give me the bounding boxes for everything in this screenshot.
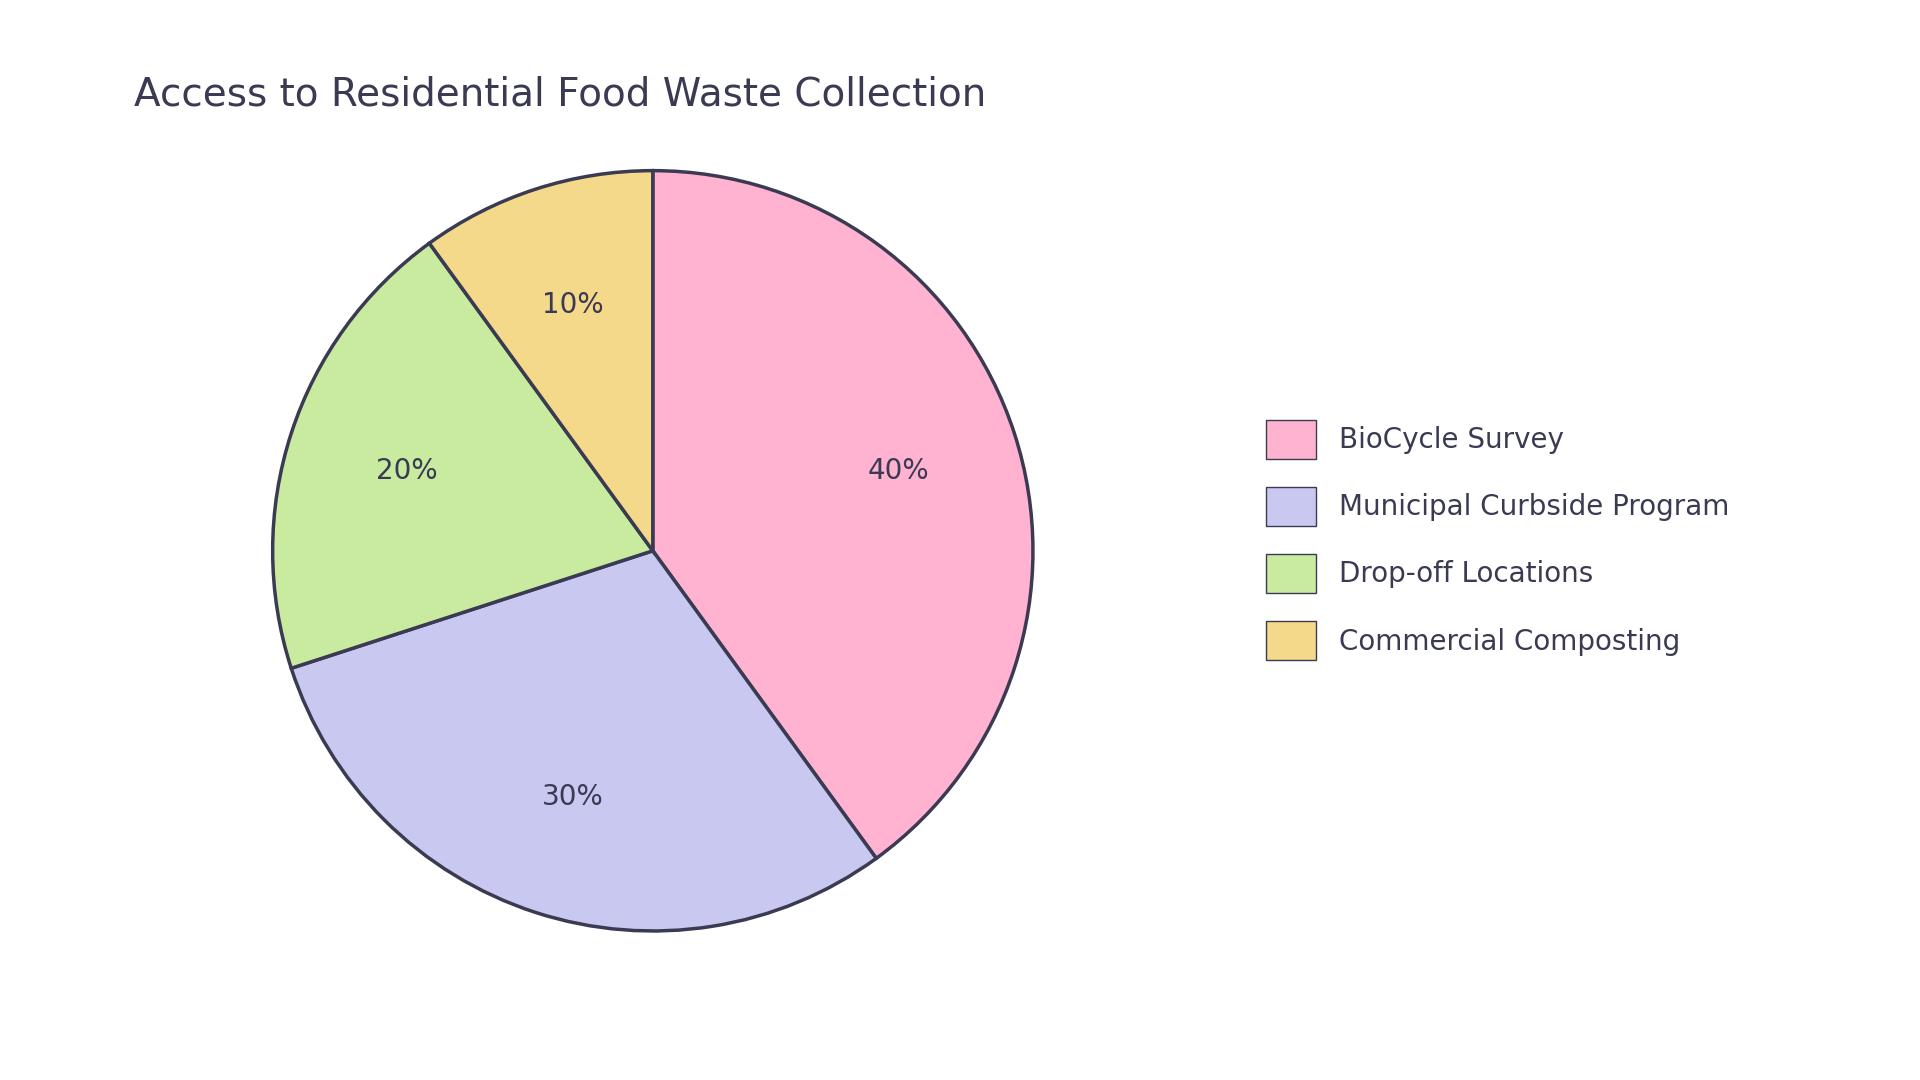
Text: Access to Residential Food Waste Collection: Access to Residential Food Waste Collect…	[134, 76, 987, 113]
Wedge shape	[273, 243, 653, 669]
Wedge shape	[292, 551, 876, 931]
Text: 10%: 10%	[541, 291, 603, 319]
Text: 40%: 40%	[868, 457, 929, 485]
Text: 30%: 30%	[541, 783, 603, 811]
Wedge shape	[653, 171, 1033, 859]
Wedge shape	[430, 171, 653, 551]
Legend: BioCycle Survey, Municipal Curbside Program, Drop-off Locations, Commercial Comp: BioCycle Survey, Municipal Curbside Prog…	[1252, 406, 1743, 674]
Text: 20%: 20%	[376, 457, 438, 485]
